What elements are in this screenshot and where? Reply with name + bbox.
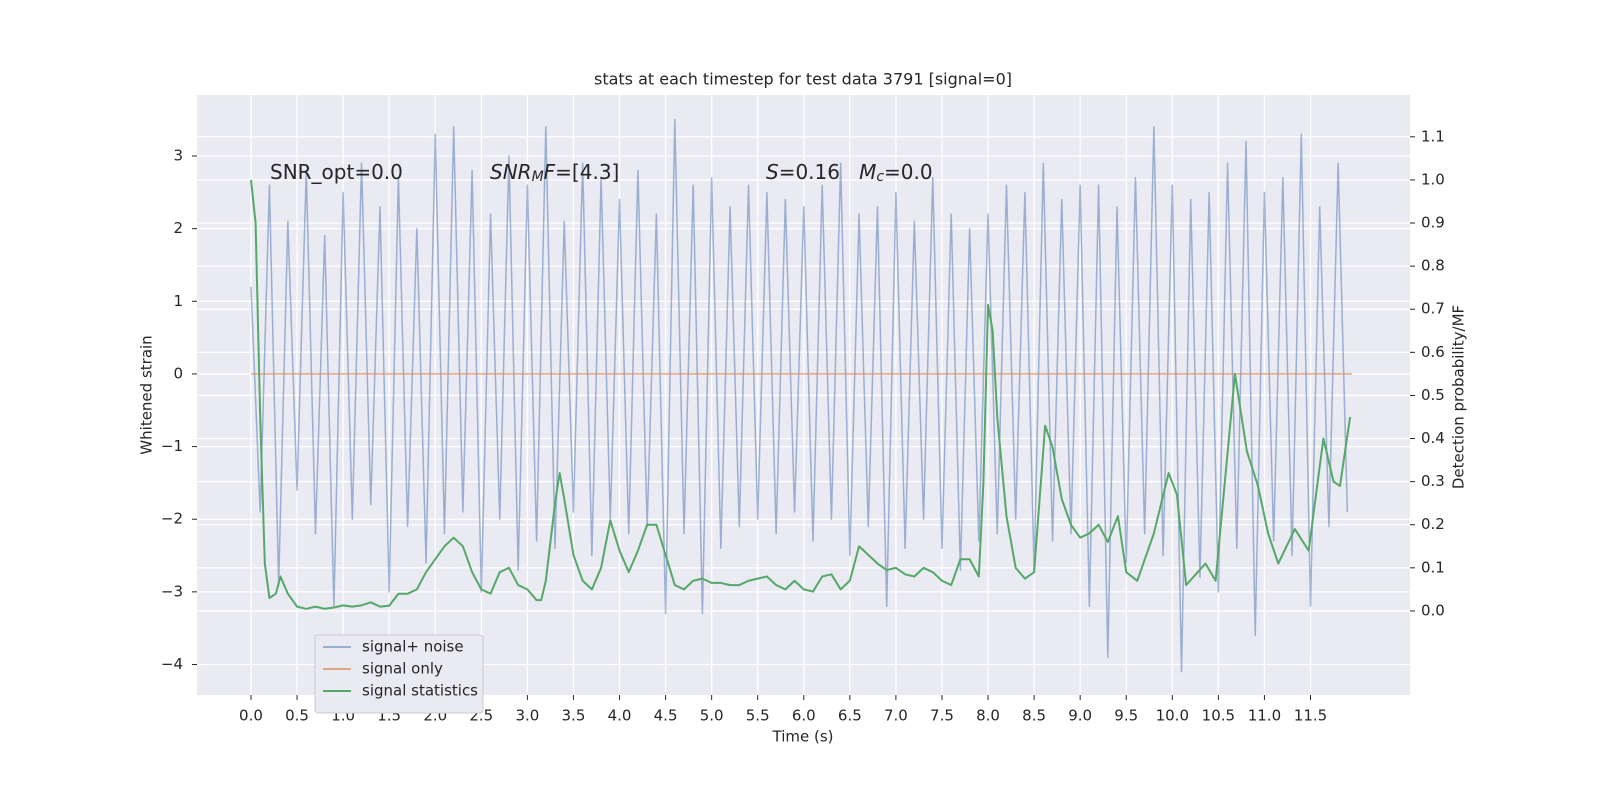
annotation-part: =0.0 (884, 160, 933, 184)
annotation: SNRMF=[4.3] (490, 160, 619, 186)
y-tick-label: 2 (173, 219, 183, 237)
y-tick-label: 1 (173, 292, 183, 310)
y2-tick-label: 0.4 (1421, 429, 1445, 447)
x-tick-label: 5.5 (746, 707, 770, 725)
legend-label: signal+ noise (362, 638, 464, 656)
y2-tick-label: 0.9 (1421, 214, 1445, 232)
x-tick-label: 6.5 (838, 707, 862, 725)
annotation-part: M (532, 169, 544, 185)
annotation-part: M (859, 160, 876, 184)
annotation: SNR_opt=0.0 (270, 160, 403, 184)
y2-tick-label: 0.8 (1421, 257, 1445, 275)
annotation-part: SNR_opt=0.0 (270, 160, 403, 184)
x-tick-label: 10.5 (1202, 707, 1235, 725)
chart-title: stats at each timestep for test data 379… (594, 70, 1012, 89)
y2-tick-label: 0.1 (1421, 558, 1445, 576)
x-tick-label: 8.5 (1022, 707, 1046, 725)
annotation-part: S (766, 160, 779, 184)
y-tick-label: −3 (161, 582, 183, 600)
annotation-part: c (876, 169, 884, 185)
axes: 0.0 0.5 1.0 1.5 2.0 2.5 3.0 3.5 4.0 4.5 5.0 5.5 6.0 6… (161, 127, 1445, 724)
x-tick-label: 7.5 (930, 707, 954, 725)
y2-tick-label: 0.7 (1421, 300, 1445, 318)
series-layer (249, 118, 1352, 673)
y-tick-label: −2 (161, 510, 183, 528)
y2-tick-label: 1.0 (1421, 170, 1445, 188)
x-tick-label: 5.0 (700, 707, 724, 725)
annotation-part: SNR (490, 160, 532, 184)
y2-tick-label: 0.3 (1421, 472, 1445, 490)
x-tick-label: 4.0 (608, 707, 632, 725)
x-tick-label: 8.0 (976, 707, 1000, 725)
y2-tick-label: 1.1 (1421, 127, 1445, 145)
y2-axis-label: Detection probability/MF (1450, 305, 1468, 489)
x-tick-label: 11.5 (1294, 707, 1327, 725)
x-tick-label: 6.0 (792, 707, 816, 725)
annotation: S=0.16 Mc=0.0 (766, 160, 933, 186)
x-tick-label: 3.5 (562, 707, 586, 725)
x-tick-label: 9.0 (1068, 707, 1092, 725)
annotation-part: =0.16 (779, 160, 859, 184)
annotation-part: =[4.3] (555, 160, 619, 184)
x-tick-label: 9.5 (1114, 707, 1138, 725)
y2-tick-label: 0.5 (1421, 386, 1445, 404)
x-tick-label: 4.5 (654, 707, 678, 725)
x-tick-label: 7.0 (884, 707, 908, 725)
series-line (249, 179, 1352, 610)
x-axis-label: Time (s) (772, 728, 834, 746)
legend-label: signal statistics (362, 682, 478, 700)
x-tick-label: 11.0 (1248, 707, 1281, 725)
y2-tick-label: 0.6 (1421, 343, 1445, 361)
y2-tick-label: 0.0 (1421, 601, 1445, 619)
legend-box (314, 634, 484, 714)
annotation-part: F (544, 160, 556, 184)
x-tick-label: 10.0 (1156, 707, 1189, 725)
series-line (250, 118, 1349, 673)
y2-tick-label: 0.2 (1421, 515, 1445, 533)
legend-label: signal only (362, 660, 443, 678)
y-tick-label: −1 (161, 437, 183, 455)
y-tick-label: 0 (173, 364, 183, 382)
x-tick-label: 0.5 (285, 707, 309, 725)
x-tick-label: 3.0 (515, 707, 539, 725)
y-axis-label: Whitened strain (138, 335, 156, 454)
x-tick-label: 0.0 (239, 707, 263, 725)
y-tick-label: 3 (173, 147, 183, 165)
y-tick-label: −4 (161, 655, 183, 673)
